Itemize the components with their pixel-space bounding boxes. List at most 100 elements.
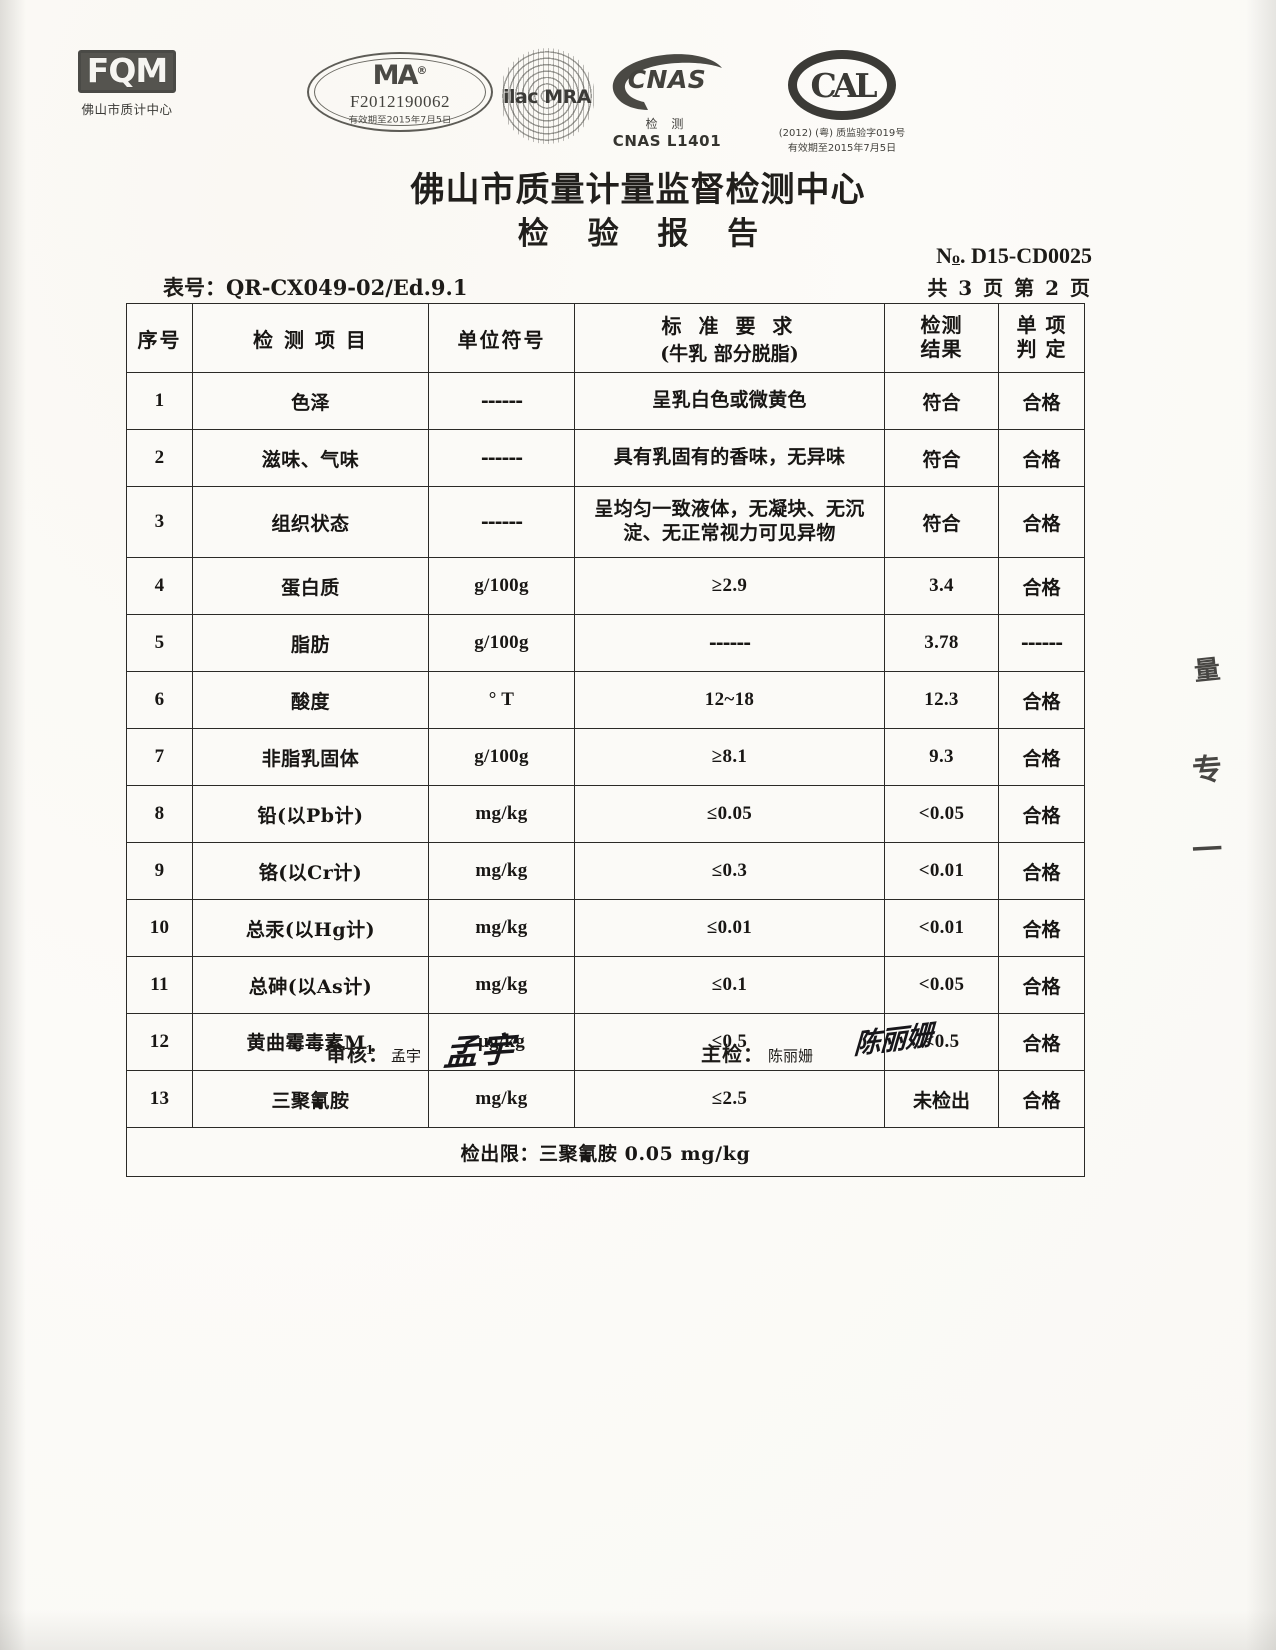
test-results-table-wrapper: 序号 检 测 项 目 单位符号 标 准 要 求 (牛乳 部分脱脂) 检测 结果 … [126, 303, 1085, 1177]
column-header-judgement-line2: 判 定 [1016, 337, 1067, 361]
cell-result: 符合 [884, 486, 999, 558]
table-row: 8 铅(以Pb计) mg/kg ≤0.05 <0.05 合格 [126, 785, 1085, 843]
chief-label: 主检： [701, 1042, 764, 1066]
cell-unit: mg/kg [428, 956, 575, 1014]
cma-letters: MA® [309, 60, 491, 91]
cell-result: <0.01 [884, 842, 999, 900]
cell-unit: ------ [428, 429, 575, 487]
cnas-chinese-label: 检 测 [645, 117, 689, 131]
form-number-label: 表号： [163, 275, 226, 300]
cell-judgement: 合格 [998, 557, 1085, 615]
cell-no: 7 [126, 728, 193, 786]
table-row: 4 蛋白质 g/100g ≥2.9 3.4 合格 [126, 557, 1085, 615]
cell-unit: g/100g [428, 728, 575, 786]
cal-logo: CAL (2012) (粤) 质监验字019号 有效期至2015年7月5日 [752, 50, 932, 154]
fqm-mark-text: FQM [77, 50, 177, 93]
auditor-label: 审核： [326, 1042, 389, 1066]
cell-no: 12 [126, 1013, 193, 1071]
cell-judgement: 合格 [998, 429, 1085, 487]
report-number-label: No. [936, 243, 966, 268]
cell-item: 总汞(以Hg计) [192, 899, 429, 957]
table-body: 1 色泽 ------ 呈乳白色或微黄色 符合 合格 2 滋味、气味 -----… [126, 372, 1085, 1177]
cnas-accreditation-code: CNAS L1401 [612, 132, 722, 150]
chief-inspector-signature-field: 主检： 陈丽姗 [701, 1038, 813, 1067]
cal-oval-border: CAL [788, 50, 896, 120]
cell-judgement: 合格 [998, 1013, 1085, 1071]
cma-validity: 有效期至2015年7月5日 [348, 115, 452, 126]
table-row: 9 铬(以Cr计) mg/kg ≤0.3 <0.01 合格 [126, 842, 1085, 900]
column-header-standard-line1: 标 准 要 求 [661, 314, 798, 338]
column-header-standard: 标 准 要 求 (牛乳 部分脱脂) [574, 303, 885, 373]
cell-standard: ≤0.5 [574, 1013, 885, 1071]
cnas-word: CNAS [627, 65, 707, 94]
column-header-item: 检 测 项 目 [192, 303, 429, 373]
cell-standard: ≤0.05 [574, 785, 885, 843]
certification-logo-row: FQM 佛山市质计中心 MA® F2012190062 有效期至2015年7月5… [0, 38, 1276, 158]
column-header-standard-line2: (牛乳 部分脱脂) [660, 343, 799, 365]
table-header-row: 序号 检 测 项 目 单位符号 标 准 要 求 (牛乳 部分脱脂) 检测 结果 … [126, 303, 1085, 373]
cnas-swoosh-icon: CNAS [604, 52, 730, 114]
cell-no: 9 [126, 842, 193, 900]
cma-letters-text: MA [372, 60, 419, 91]
chief-name: 陈丽姗 [768, 1047, 814, 1065]
cell-no: 10 [126, 899, 193, 957]
cell-standard: ≤0.01 [574, 899, 885, 957]
cell-unit: ------ [428, 372, 575, 430]
cell-unit: g/100g [428, 557, 575, 615]
test-results-table: 序号 检 测 项 目 单位符号 标 准 要 求 (牛乳 部分脱脂) 检测 结果 … [126, 303, 1085, 1177]
cell-item: 滋味、气味 [192, 429, 429, 487]
cell-item: 总砷(以As计) [192, 956, 429, 1014]
auditor-handwritten-signature: 孟宇 [442, 1029, 518, 1075]
cnas-logo: CNAS 检 测 CNAS L1401 [592, 52, 742, 150]
cell-result: <0.05 [884, 956, 999, 1014]
cell-no: 5 [126, 614, 193, 672]
table-row: 12 黄曲霉毒素M1 μg/kg ≤0.5 <0.5 合格 [126, 1013, 1085, 1071]
table-row: 7 非脂乳固体 g/100g ≥8.1 9.3 合格 [126, 728, 1085, 786]
cell-judgement: 合格 [998, 956, 1085, 1014]
cell-judgement: 合格 [998, 899, 1085, 957]
column-header-result: 检测 结果 [884, 303, 999, 373]
chief-handwritten-signature: 陈丽姗 [853, 1020, 933, 1062]
fqm-logo: FQM 佛山市质计中心 [62, 50, 192, 118]
table-row: 6 酸度 ° T 12~18 12.3 合格 [126, 671, 1085, 729]
cell-judgement: 合格 [998, 1070, 1085, 1128]
report-number-value: D15-CD0025 [971, 243, 1092, 268]
column-header-no: 序号 [126, 303, 193, 373]
margin-mark-3: 一 [1191, 832, 1224, 869]
cell-unit: mg/kg [428, 842, 575, 900]
cell-judgement: 合格 [998, 486, 1085, 558]
cma-logo: MA® F2012190062 有效期至2015年7月5日 [300, 52, 500, 132]
signature-row: 审核： 孟宇 孟宇 主检： 陈丽姗 陈丽姗 [126, 1020, 1084, 1088]
cell-judgement: ------ [998, 614, 1085, 672]
form-number-value: QR-CX049-02/Ed.9.1 [226, 275, 468, 300]
cal-letters: CAL [810, 66, 877, 105]
cell-item: 非脂乳固体 [192, 728, 429, 786]
report-number: No. D15-CD0025 [936, 243, 1092, 269]
cell-item: 脂肪 [192, 614, 429, 672]
auditor-signature-field: 审核： 孟宇 [326, 1038, 421, 1067]
auditor-name: 孟宇 [391, 1047, 422, 1065]
table-row: 13 三聚氰胺 mg/kg ≤2.5 未检出 合格 [126, 1070, 1085, 1128]
column-header-judgement-line1: 单 项 [1016, 313, 1067, 338]
cell-judgement: 合格 [998, 372, 1085, 430]
cell-result: 3.78 [884, 614, 999, 672]
cell-judgement: 合格 [998, 728, 1085, 786]
cell-item: 蛋白质 [192, 557, 429, 615]
cell-standard: ≤0.3 [574, 842, 885, 900]
cal-validity: 有效期至2015年7月5日 [787, 143, 897, 154]
margin-mark-2: 专 [1191, 751, 1224, 789]
cell-standard: ------ [574, 614, 885, 672]
cell-standard: ≥8.1 [574, 728, 885, 786]
cell-no: 1 [126, 372, 193, 430]
table-row: 5 脂肪 g/100g ------ 3.78 ------ [126, 614, 1085, 672]
cell-standard: 具有乳固有的香味，无异味 [574, 429, 885, 487]
table-header: 序号 检 测 项 目 单位符号 标 准 要 求 (牛乳 部分脱脂) 检测 结果 … [126, 303, 1085, 373]
cell-no: 8 [126, 785, 193, 843]
detection-limit-note: 检出限：三聚氰胺 0.05 mg/kg [126, 1127, 1085, 1177]
cell-standard: ≤0.1 [574, 956, 885, 1014]
cell-judgement: 合格 [998, 842, 1085, 900]
cell-no: 6 [126, 671, 193, 729]
cell-no: 13 [126, 1070, 193, 1128]
margin-mark-1: 量 [1192, 654, 1222, 688]
